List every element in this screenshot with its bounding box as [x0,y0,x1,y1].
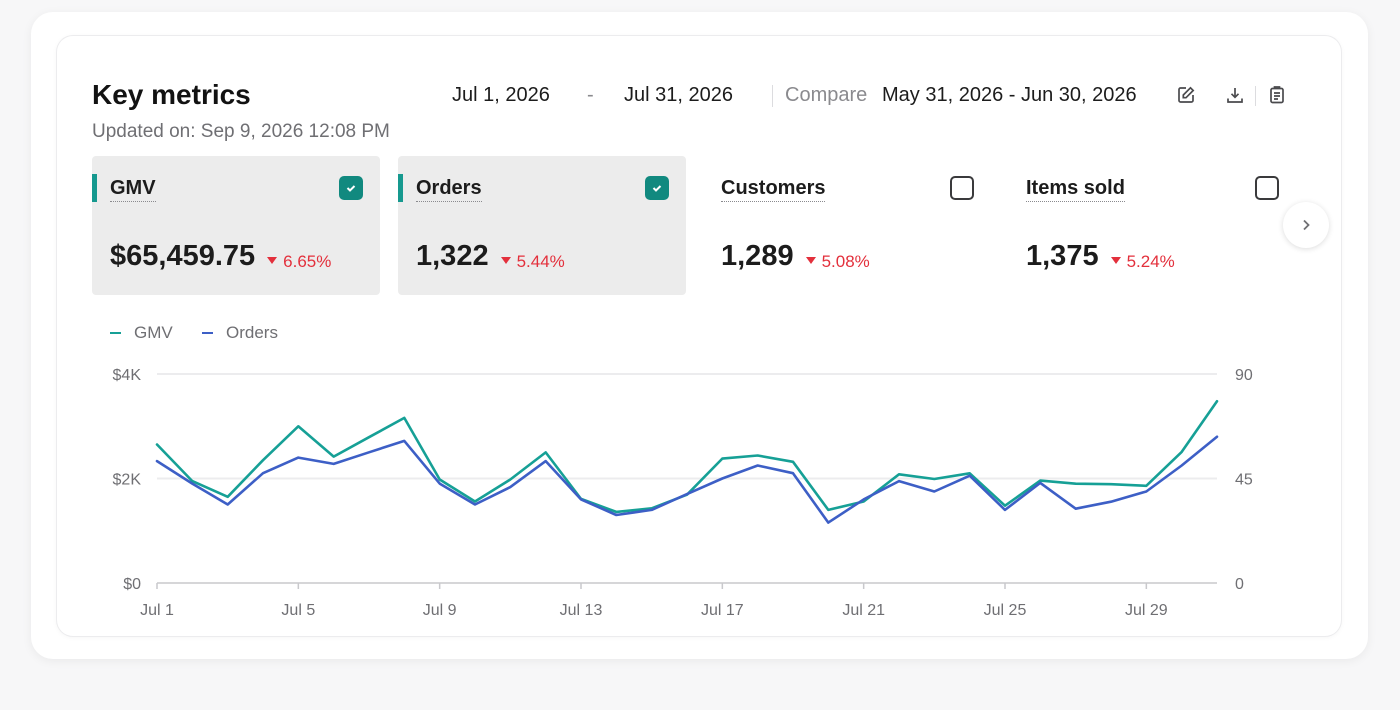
legend-swatch [202,332,213,334]
check-icon [346,185,356,192]
y-left-tick-label: $2K [113,472,142,489]
metric-checkbox[interactable] [645,176,669,200]
metric-value-text: 1,322 [416,240,489,272]
compare-label: Compare [785,84,868,106]
key-metrics-panel: Key metrics Updated on: Sep 9, 2026 12:0… [57,36,1341,636]
metric-delta: 5.08% [805,251,870,272]
check-icon [652,185,662,192]
compare-range[interactable]: May 31, 2026 - Jun 30, 2026 [882,84,1137,106]
x-tick-label: Jul 1 [140,602,174,619]
metric-name: Customers [721,177,826,202]
metric-value: 1,322 5.44% [416,240,565,273]
metric-delta-text: 5.08% [821,251,870,271]
metric-accent-bar [398,174,403,202]
down-triangle-icon [500,257,511,264]
x-tick-label: Jul 5 [281,602,315,619]
legend-swatch [110,332,121,334]
download-icon[interactable] [1223,83,1247,107]
updated-timestamp: Updated on: Sep 9, 2026 12:08 PM [92,121,390,142]
y-left-tick-label: $4K [113,367,142,384]
line-chart: $0 $2K $4K 0 45 90 Jul 1 Jul 5 Jul 9 Jul 13 Jul 17… [113,367,1253,619]
metric-card-items-sold[interactable]: Items sold 1,375 5.24% [1008,156,1296,295]
x-tick-label: Jul 13 [560,602,603,619]
x-tick-label: Jul 29 [1125,602,1168,619]
metric-name: Orders [416,177,482,202]
legend-label: Orders [226,323,278,342]
date-range-separator: - [587,84,594,106]
next-metrics-button[interactable] [1283,202,1329,248]
metric-value-text: 1,289 [721,240,794,272]
y-right-tick-label: 45 [1235,472,1253,489]
chevron-right-icon [1303,219,1310,231]
date-range-end[interactable]: Jul 31, 2026 [624,84,733,106]
legend-label: GMV [134,323,173,342]
metric-name: Items sold [1026,177,1125,202]
edit-icon[interactable] [1174,83,1198,107]
metric-checkbox[interactable] [339,176,363,200]
y-right-tick-label: 0 [1235,576,1244,593]
divider [772,85,773,107]
metric-value: 1,289 5.08% [721,240,870,273]
x-tick-label: Jul 9 [423,602,457,619]
metric-accent-bar [92,174,97,202]
metric-delta-text: 6.65% [283,251,332,271]
divider [1255,86,1256,106]
metric-value: 1,375 5.24% [1026,240,1175,273]
metric-delta-text: 5.44% [516,251,565,271]
down-triangle-icon [1110,257,1121,264]
date-range-start[interactable]: Jul 1, 2026 [452,84,550,106]
metric-delta: 5.44% [500,251,565,272]
metric-value-text: 1,375 [1026,240,1099,272]
legend-item-gmv[interactable]: GMV [110,323,173,343]
metric-checkbox[interactable] [1255,176,1279,200]
panel-title: Key metrics [92,79,251,110]
metric-delta: 5.24% [1110,251,1175,272]
x-tick-label: Jul 21 [842,602,885,619]
y-right-tick-label: 90 [1235,367,1253,384]
y-left-tick-label: $0 [123,576,141,593]
legend-item-orders[interactable]: Orders [202,323,278,343]
metric-value-text: $65,459.75 [110,240,256,272]
metric-card-orders[interactable]: Orders 1,322 5.44% [398,156,686,295]
series-line-orders [155,435,1219,524]
down-triangle-icon [267,257,278,264]
metric-delta: 6.65% [267,252,331,272]
metric-card-gmv[interactable]: GMV $65,459.75 6.65% [92,156,380,295]
metric-delta-text: 5.24% [1126,251,1175,271]
metric-card-customers[interactable]: Customers 1,289 5.08% [703,156,991,295]
metric-value: $65,459.75 6.65% [110,240,331,273]
x-tick-label: Jul 17 [701,602,744,619]
clipboard-icon[interactable] [1265,83,1289,107]
metric-checkbox[interactable] [950,176,974,200]
down-triangle-icon [805,257,816,264]
x-tick-label: Jul 25 [984,602,1027,619]
metric-name: GMV [110,177,156,202]
